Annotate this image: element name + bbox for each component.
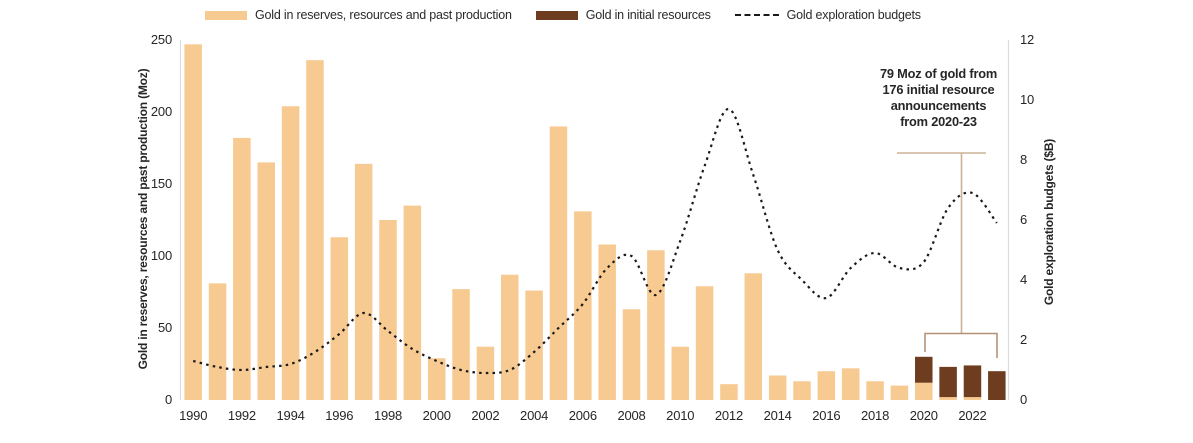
reserves-bar-1992 [233,137,251,401]
reserves-bar-1990 [184,44,202,400]
legend-item-1: Gold in initial resources [535,8,711,22]
reserves-bar-1994 [281,106,300,401]
reserves-bar-2022 [963,397,982,400]
reserves-bar-1999 [403,205,422,400]
x-tick-1994: 1994 [276,408,305,423]
legend-label: Gold exploration budgets [786,8,921,22]
legend-item-2: Gold exploration budgets [734,8,921,22]
left-tick-0: 0 [164,392,172,407]
right-tick-10: 10 [1020,92,1035,107]
x-tick-2020: 2020 [909,408,938,423]
reserves-bar-2008 [622,309,641,400]
right-tick-4: 4 [1020,272,1028,287]
legend: Gold in reserves, resources and past pro… [205,8,921,22]
reserves-bar-2012 [720,384,738,400]
reserves-bar-2005 [549,126,568,401]
legend-label: Gold in initial resources [585,8,711,22]
reserves-bar-2001 [452,289,470,400]
left-tick-200: 200 [150,104,172,119]
x-tick-2010: 2010 [666,408,695,423]
initial-resources-bar-2021 [939,366,957,398]
reserves-bar-1993 [257,162,275,400]
left-tick-250: 250 [150,32,172,47]
x-tick-2004: 2004 [520,408,549,423]
x-tick-1990: 1990 [179,408,208,423]
reserves-bar-2019 [890,385,909,400]
reserves-bar-2013 [744,273,763,400]
annotation-callout-bracket [924,332,998,358]
right-tick-0: 0 [1020,392,1028,407]
reserves-bar-1998 [379,220,397,400]
x-tick-2000: 2000 [422,408,451,423]
reserves-bar-2011 [695,286,714,400]
initial-resources-bar-2020 [915,356,933,383]
x-tick-2002: 2002 [471,408,500,423]
reserves-bar-2015 [793,381,811,400]
reserves-bar-2004 [525,290,543,400]
initial-resources-bar-2023 [988,371,1006,400]
reserves-bar-2017 [841,368,860,400]
x-tick-2006: 2006 [568,408,597,423]
right-tick-2: 2 [1020,332,1028,347]
reserves-bar-1997 [354,163,373,400]
reserves-bar-2020 [915,382,933,400]
annotation-callout-text: 79 Moz of gold from 176 initial resource… [879,66,998,129]
x-tick-2008: 2008 [617,408,646,423]
x-tick-2022: 2022 [958,408,987,423]
reserves-bar-2002 [476,346,495,400]
x-tick-2014: 2014 [763,408,792,423]
legend-item-0: Gold in reserves, resources and past pro… [205,8,512,22]
reserves-bar-2010 [671,346,689,400]
right-tick-8: 8 [1020,152,1028,167]
x-tick-1998: 1998 [373,408,403,423]
reserves-bar-2003 [501,274,519,400]
initial-resources-bar-2022 [963,365,982,398]
right-tick-12: 12 [1020,32,1035,47]
left-tick-150: 150 [150,176,172,191]
right-tick-6: 6 [1020,212,1028,227]
reserves-bar-1996 [330,237,349,400]
x-tick-2018: 2018 [860,408,890,423]
x-tick-2012: 2012 [714,408,743,423]
reserves-bar-2016 [817,371,836,400]
x-tick-1992: 1992 [227,408,256,423]
legend-swatch-icon [205,10,247,20]
x-tick-1996: 1996 [325,408,354,423]
reserves-bar-2021 [939,397,957,400]
x-tick-2016: 2016 [812,408,841,423]
reserves-bar-2014 [768,375,787,400]
left-tick-50: 50 [157,320,172,335]
reserves-bar-2000 [427,358,446,400]
legend-dashed-line-icon [734,14,779,16]
left-tick-100: 100 [150,248,172,263]
exploration-budgets-line [192,107,998,375]
legend-swatch-icon [535,10,578,20]
legend-label: Gold in reserves, resources and past pro… [255,8,512,22]
reserves-bar-1991 [208,283,227,400]
reserves-bar-1995 [306,60,324,400]
reserves-bar-2018 [866,381,884,400]
reserves-bar-2007 [598,244,616,400]
reserves-bar-2009 [647,250,665,400]
